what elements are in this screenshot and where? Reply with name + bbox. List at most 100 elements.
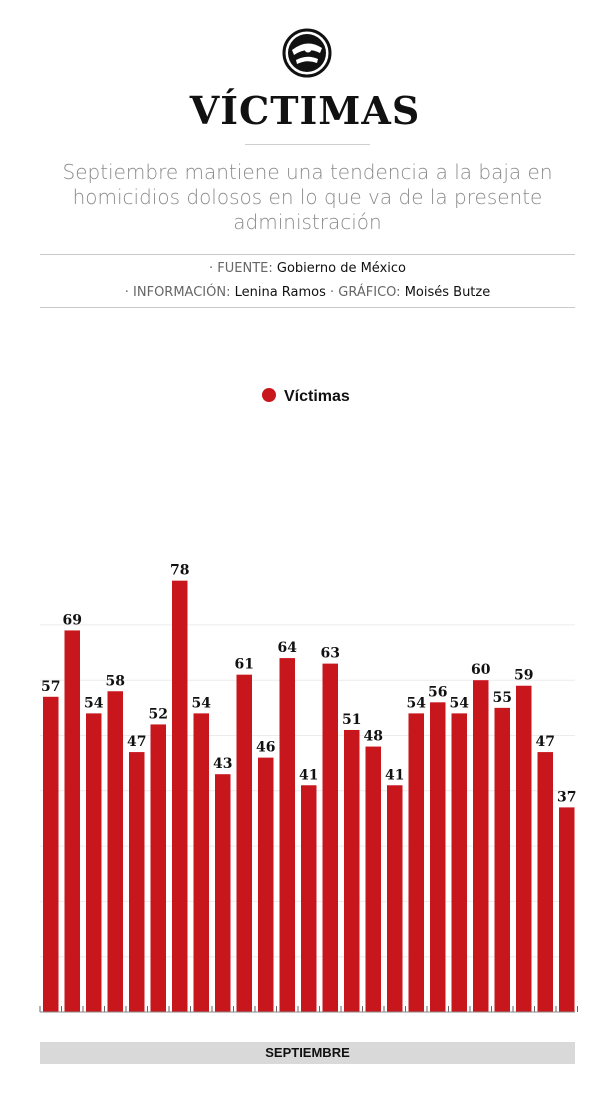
data-label: 52 bbox=[149, 706, 168, 722]
data-label: 37 bbox=[557, 789, 576, 805]
x-tick-label: 7 bbox=[176, 1018, 183, 1020]
x-tick-label: 12 bbox=[280, 1018, 294, 1020]
x-tick-label: 6 bbox=[155, 1018, 162, 1020]
data-label: 48 bbox=[364, 729, 383, 745]
subtitle: Septiembre mantiene una tendencia a la b… bbox=[40, 160, 575, 235]
x-tick-label: 17 bbox=[388, 1018, 402, 1020]
bar bbox=[451, 713, 467, 1012]
bar-chart: Víctimas 5769545847527854436146644163514… bbox=[39, 388, 578, 1020]
x-tick-label: 22 bbox=[495, 1018, 509, 1020]
chart-data-labels: 5769545847527854436146644163514841545654… bbox=[41, 563, 576, 806]
data-label: 78 bbox=[170, 563, 189, 579]
bar bbox=[344, 729, 360, 1012]
data-label: 63 bbox=[321, 646, 340, 662]
chart-legend: Víctimas bbox=[262, 388, 350, 405]
data-label: 41 bbox=[385, 767, 404, 783]
bar bbox=[322, 663, 338, 1012]
x-tick-label: 16 bbox=[366, 1018, 380, 1020]
x-tick-label: 3 bbox=[90, 1018, 97, 1020]
bar bbox=[516, 685, 532, 1012]
data-label: 69 bbox=[63, 612, 82, 628]
data-label: 55 bbox=[493, 690, 512, 706]
chart-x-ticks: 1234567891011121314151617181920212223242… bbox=[39, 1006, 578, 1020]
bar bbox=[107, 691, 123, 1012]
chart-bars bbox=[43, 580, 575, 1012]
x-tick-label: 4 bbox=[112, 1018, 119, 1020]
bar bbox=[430, 702, 446, 1012]
bar bbox=[537, 752, 553, 1012]
info-label: · INFORMACIÓN: bbox=[124, 285, 231, 300]
x-tick-label: 14 bbox=[323, 1018, 337, 1020]
x-tick-label: 24 bbox=[538, 1018, 552, 1020]
bar bbox=[64, 630, 80, 1012]
legend-label: Víctimas bbox=[284, 388, 350, 405]
bar bbox=[408, 713, 424, 1012]
data-label: 46 bbox=[256, 740, 275, 756]
x-tick-label: 8 bbox=[198, 1018, 205, 1020]
x-tick-label: 9 bbox=[219, 1018, 226, 1020]
page-title: VÍCTIMAS bbox=[189, 88, 421, 133]
x-tick-label: 11 bbox=[259, 1018, 273, 1020]
bar bbox=[559, 807, 575, 1012]
data-label: 58 bbox=[106, 673, 125, 689]
bar bbox=[494, 707, 510, 1012]
data-label: 51 bbox=[342, 712, 361, 728]
subtitle-line-2: homicidios dolosos en lo que va de la pr… bbox=[72, 185, 543, 209]
x-tick-label: 5 bbox=[133, 1018, 140, 1020]
title-divider bbox=[245, 144, 370, 145]
x-tick-label: 2 bbox=[69, 1018, 76, 1020]
fuente-label: · FUENTE: bbox=[209, 261, 273, 276]
bar bbox=[279, 658, 295, 1012]
x-axis-title: SEPTIEMBRE bbox=[40, 1042, 575, 1064]
data-label: 56 bbox=[428, 684, 447, 700]
bar bbox=[365, 746, 381, 1012]
bar bbox=[215, 774, 231, 1012]
info-value: Lenina Ramos bbox=[230, 285, 326, 300]
bar bbox=[172, 580, 188, 1012]
data-label: 60 bbox=[471, 662, 491, 678]
subtitle-line-3: administración bbox=[233, 210, 382, 234]
bar bbox=[129, 752, 145, 1012]
x-tick-label: 25 bbox=[560, 1018, 574, 1020]
data-label: 54 bbox=[450, 695, 470, 711]
x-tick-label: 21 bbox=[474, 1018, 488, 1020]
data-label: 54 bbox=[84, 695, 104, 711]
x-tick-label: 19 bbox=[431, 1018, 445, 1020]
data-label: 57 bbox=[41, 679, 60, 695]
x-tick-label: 10 bbox=[237, 1018, 251, 1020]
credits-authors: · INFORMACIÓN: Lenina Ramos · GRÁFICO: M… bbox=[40, 285, 575, 300]
bar bbox=[236, 674, 252, 1012]
bar bbox=[86, 713, 102, 1012]
bar bbox=[258, 757, 274, 1012]
credits-source: · FUENTE: Gobierno de México bbox=[40, 261, 575, 276]
subtitle-line-1: Septiembre mantiene una tendencia a la b… bbox=[62, 160, 553, 184]
credits-top-divider bbox=[40, 254, 575, 255]
legend-marker bbox=[262, 388, 276, 402]
data-label: 43 bbox=[213, 756, 232, 772]
data-label: 54 bbox=[192, 695, 212, 711]
data-label: 59 bbox=[514, 668, 533, 684]
credits-bottom-divider bbox=[40, 307, 575, 308]
hands-behind-head-icon bbox=[282, 28, 332, 78]
grafico-label: · GRÁFICO: bbox=[325, 285, 401, 300]
data-label: 64 bbox=[278, 640, 298, 656]
bar bbox=[473, 680, 489, 1012]
data-label: 61 bbox=[235, 657, 254, 673]
x-tick-label: 18 bbox=[409, 1018, 423, 1020]
data-label: 47 bbox=[536, 734, 555, 750]
data-label: 41 bbox=[299, 767, 318, 783]
x-tick-label: 23 bbox=[517, 1018, 531, 1020]
bar bbox=[193, 713, 209, 1012]
fuente-value: Gobierno de México bbox=[272, 261, 406, 276]
x-tick-label: 15 bbox=[345, 1018, 359, 1020]
x-tick-label: 1 bbox=[47, 1018, 54, 1020]
bar bbox=[150, 724, 166, 1012]
x-tick-label: 13 bbox=[302, 1018, 316, 1020]
bar bbox=[301, 785, 317, 1012]
x-tick-label: 20 bbox=[452, 1018, 466, 1020]
bar bbox=[43, 696, 59, 1012]
data-label: 47 bbox=[127, 734, 146, 750]
bar bbox=[387, 785, 403, 1012]
data-label: 54 bbox=[407, 695, 427, 711]
grafico-value: Moisés Butze bbox=[400, 285, 491, 300]
